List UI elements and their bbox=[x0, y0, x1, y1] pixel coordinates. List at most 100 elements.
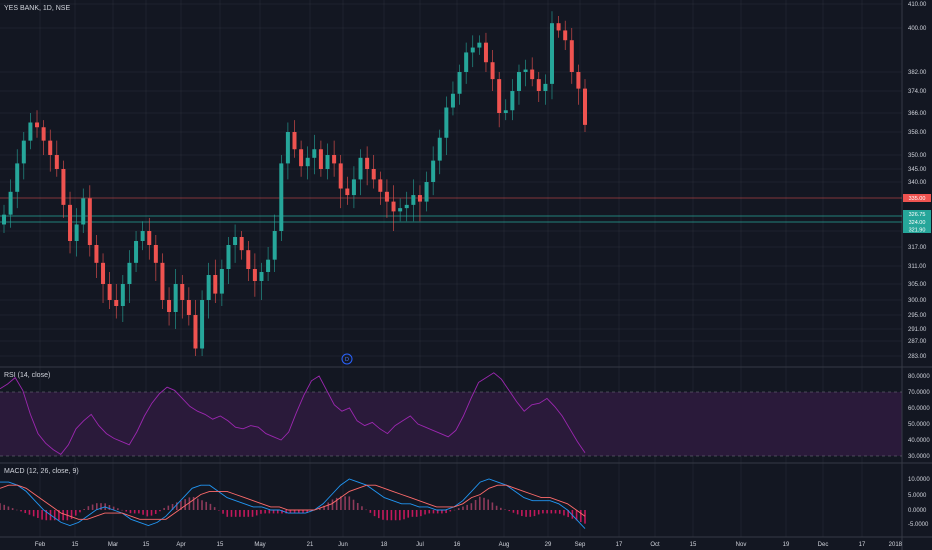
candle-body bbox=[483, 42, 488, 63]
macd-histogram[interactable] bbox=[0, 496, 586, 524]
candle-body bbox=[15, 163, 20, 192]
macd-histogram-bar bbox=[53, 510, 56, 521]
candle-body bbox=[200, 300, 205, 349]
candle-body bbox=[351, 179, 356, 196]
macd-histogram-bar bbox=[495, 505, 498, 510]
macd-histogram-bar bbox=[584, 510, 586, 524]
candle-body bbox=[523, 69, 528, 72]
macd-histogram-bar bbox=[108, 504, 111, 510]
macd-histogram-bar bbox=[142, 510, 144, 515]
time-axis-label: 17 bbox=[616, 542, 623, 548]
candle-body bbox=[173, 284, 178, 312]
candle-body bbox=[186, 300, 191, 315]
symbol-title[interactable]: YES BANK, 1D, NSE bbox=[4, 5, 70, 12]
time-axis-label: Nov bbox=[736, 542, 747, 548]
time-axis-label: Sep bbox=[575, 542, 586, 548]
macd-histogram-bar bbox=[159, 510, 161, 512]
macd-histogram-bar bbox=[247, 510, 250, 517]
dividend-marker[interactable] bbox=[341, 353, 353, 365]
candle-body bbox=[417, 195, 422, 202]
candle-body bbox=[120, 284, 125, 306]
macd-histogram-bar bbox=[352, 499, 355, 510]
time-axis-label: 18 bbox=[381, 542, 388, 548]
candle-body bbox=[384, 191, 389, 202]
time-axis-label: Dec bbox=[818, 542, 829, 548]
price-axis-label: 317.00 bbox=[908, 245, 927, 251]
candle-body bbox=[404, 204, 409, 209]
candle-body bbox=[213, 275, 218, 294]
macd-line[interactable] bbox=[0, 478, 586, 529]
price-axis-label: 300.00 bbox=[908, 298, 927, 304]
macd-histogram-bar bbox=[213, 507, 216, 510]
time-axis-label: Mar bbox=[108, 542, 118, 548]
macd-histogram-bar bbox=[45, 510, 48, 521]
candle-body bbox=[8, 191, 13, 215]
macd-histogram-bar bbox=[222, 510, 224, 514]
macd-histogram-bar bbox=[537, 510, 540, 515]
candle-body bbox=[424, 182, 429, 202]
macd-histogram-bar bbox=[415, 510, 418, 517]
candle-body bbox=[477, 42, 482, 48]
rsi-axis-label: 70.0000 bbox=[908, 390, 930, 396]
candle-body bbox=[292, 132, 297, 150]
macd-histogram-bar bbox=[138, 510, 140, 514]
macd-histogram-bar bbox=[441, 510, 443, 514]
level-tag-b bbox=[903, 218, 931, 226]
candle-body bbox=[563, 30, 568, 41]
candle-body bbox=[299, 149, 304, 167]
rsi-title[interactable]: RSI (14, close) bbox=[4, 372, 50, 379]
macd-histogram-bar bbox=[319, 507, 321, 510]
candle-body bbox=[536, 79, 541, 91]
macd-histogram-bar bbox=[3, 504, 6, 510]
macd-histogram-bar bbox=[239, 510, 241, 517]
macd-title[interactable]: MACD (12, 26, close, 9) bbox=[4, 468, 79, 475]
macd-histogram-bar bbox=[133, 510, 136, 514]
macd-histogram-bar bbox=[83, 509, 85, 510]
price-axis-label: 366.00 bbox=[908, 111, 927, 117]
candlestick-series[interactable] bbox=[2, 11, 587, 356]
price-axis-label: 291.00 bbox=[908, 327, 927, 333]
macd-histogram-bar bbox=[32, 510, 35, 517]
candle-body bbox=[279, 163, 284, 231]
macd-histogram-bar bbox=[100, 503, 102, 510]
macd-histogram-bar bbox=[150, 510, 153, 516]
candle-body bbox=[312, 149, 317, 158]
macd-histogram-bar bbox=[58, 510, 60, 521]
time-axis-label: 15 bbox=[72, 542, 79, 548]
candle-body bbox=[305, 157, 310, 167]
macd-histogram-bar bbox=[70, 510, 73, 519]
macd-histogram-bar bbox=[306, 510, 309, 513]
macd-histogram-bar bbox=[91, 504, 94, 510]
level-tag-c-text: 321.90 bbox=[909, 228, 926, 234]
macd-histogram-bar bbox=[500, 507, 502, 510]
candle-body bbox=[259, 272, 264, 281]
candle-body bbox=[411, 195, 416, 205]
candle-body bbox=[510, 91, 515, 111]
signal-line[interactable] bbox=[0, 484, 586, 520]
last-price-tag bbox=[903, 194, 931, 202]
macd-histogram-bar bbox=[424, 510, 426, 515]
macd-histogram-bar bbox=[125, 510, 128, 512]
macd-histogram-bar bbox=[260, 510, 262, 514]
candle-body bbox=[239, 237, 244, 251]
macd-histogram-bar bbox=[218, 510, 220, 511]
macd-histogram-bar bbox=[175, 502, 178, 510]
candle-body bbox=[272, 231, 277, 260]
candle-body bbox=[160, 262, 165, 300]
time-axis-label: Oct bbox=[650, 542, 660, 548]
macd-histogram-bar bbox=[20, 510, 22, 512]
time-axis-label: 17 bbox=[859, 542, 866, 548]
candle-body bbox=[68, 204, 73, 241]
rsi-line[interactable] bbox=[0, 372, 586, 455]
macd-histogram-bar bbox=[327, 502, 330, 510]
macd-histogram-bar bbox=[226, 510, 229, 517]
price-axis-label: 311.00 bbox=[908, 264, 927, 270]
time-axis-label: 29 bbox=[545, 542, 552, 548]
macd-histogram-bar bbox=[281, 510, 283, 514]
time-axis[interactable]: Feb 15 Mar 15 Apr 15 May 21 Jun 18 Jul 16 Aug 29 Sep 17… bbox=[35, 542, 903, 548]
macd-histogram-bar bbox=[470, 503, 473, 510]
candle-body bbox=[583, 88, 587, 125]
macd-histogram-bar bbox=[112, 506, 115, 510]
